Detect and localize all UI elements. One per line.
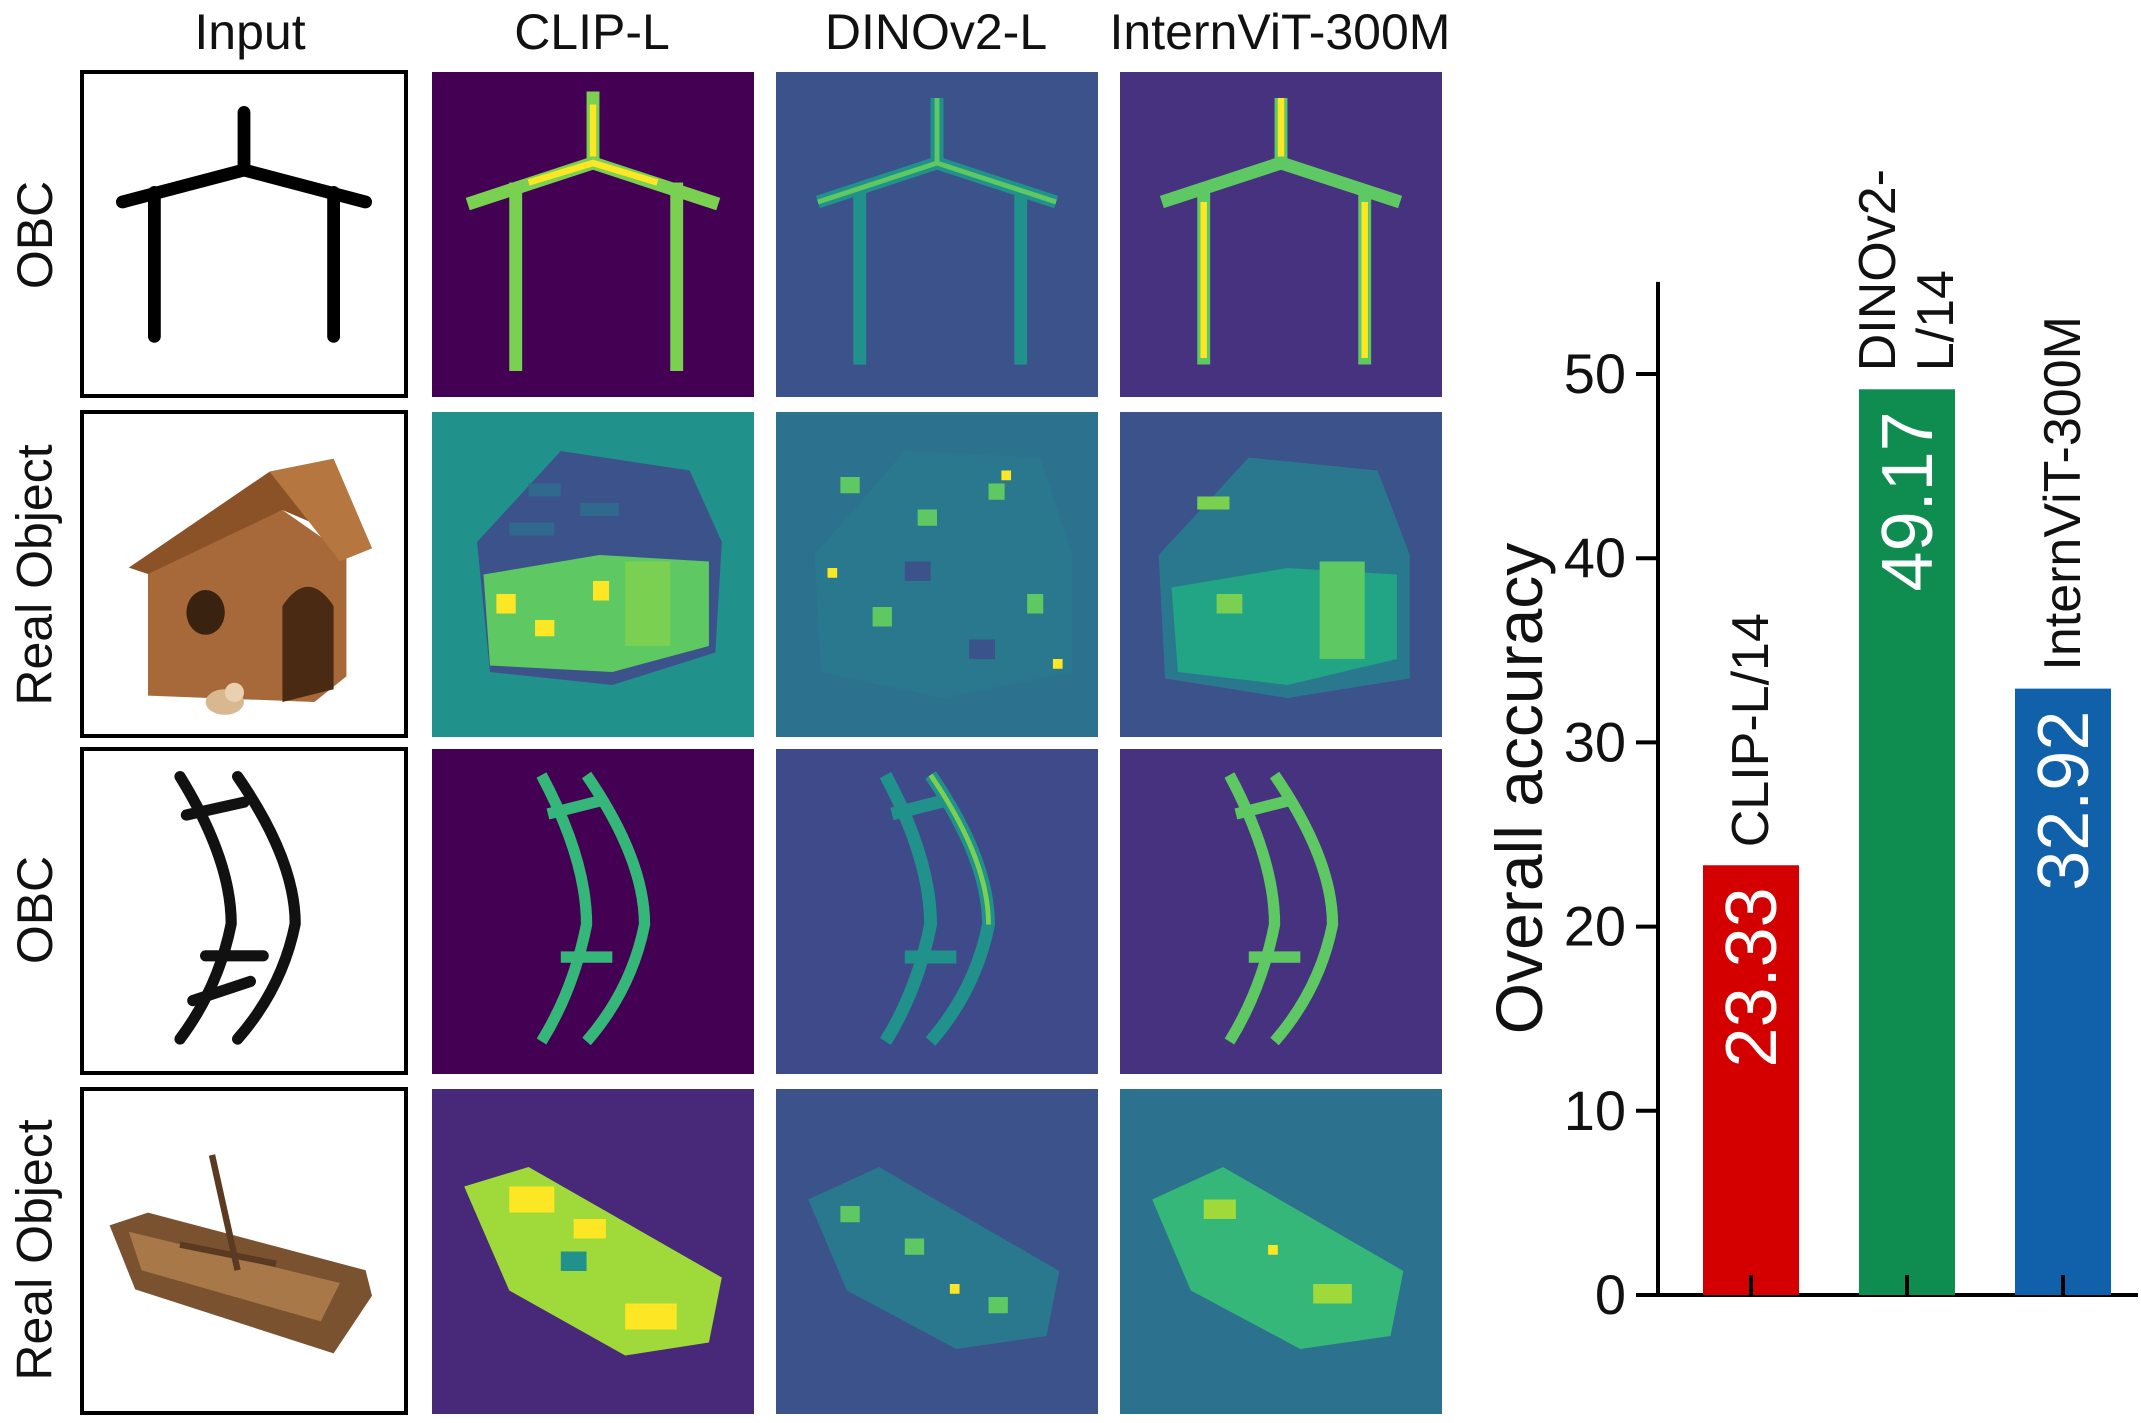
attention-map-internvit-rowboat <box>1120 1089 1442 1414</box>
attention-map-dinov2-doghouse <box>776 412 1098 737</box>
obc-house-glyph <box>116 106 372 343</box>
obc-boat-glyph <box>174 771 301 1045</box>
row-label-real-object-2: Real Object <box>0 1085 70 1415</box>
bar-clip-l-14 <box>1703 865 1799 1295</box>
attention-map-dinov2-rowboat <box>776 1089 1098 1414</box>
row-label-obc-2: OBC <box>0 745 70 1075</box>
y-tick-label-10: 10 <box>1564 1079 1626 1142</box>
row-label-real-object-1: Real Object <box>0 410 70 740</box>
input-obc-boat-image <box>80 747 408 1075</box>
attention-map-internvit-obc-house <box>1120 72 1442 397</box>
value-label-1: 49.17 <box>1868 411 1948 591</box>
value-label-0: 23.33 <box>1712 887 1792 1067</box>
y-axis-title: Overall accuracy <box>1482 543 1556 1034</box>
input-obc-house-image <box>80 70 408 398</box>
input-doghouse-image <box>80 410 408 738</box>
y-tick-label-50: 50 <box>1564 342 1626 405</box>
y-tick-label-40: 40 <box>1564 526 1626 589</box>
bar-dinov2-l-14 <box>1859 389 1955 1296</box>
attention-map-dinov2-obc-boat <box>776 749 1098 1074</box>
column-header-internvit: InternViT-300M <box>1109 4 1451 60</box>
attention-map-clip-obc-house <box>432 72 754 397</box>
doghouse-photo <box>84 414 404 734</box>
attention-map-internvit-obc-boat <box>1120 749 1442 1074</box>
bar-internvit-300m <box>2015 688 2111 1295</box>
attention-map-internvit-doghouse <box>1120 412 1442 737</box>
row-label-text: Real Object <box>7 444 64 706</box>
accuracy-bar-chart-svg: 0 10 20 30 40 50 Overall accuracy 23.33 CLIP-L/1… <box>1482 169 2138 1326</box>
row-label-text: OBC <box>7 180 64 290</box>
attention-map-dinov2-obc-house <box>776 72 1098 397</box>
category-label-1-line-0: DINOv2- <box>1849 169 1907 371</box>
row-label-text: Real Object <box>7 1119 64 1381</box>
row-label-obc-1: OBC <box>0 70 70 400</box>
row-label-text: OBC <box>7 855 64 965</box>
category-label-1-line-1: L/14 <box>1907 270 1965 371</box>
y-tick-label-20: 20 <box>1564 895 1626 958</box>
rowboat-photo <box>84 1091 404 1411</box>
category-label-0-line-0: CLIP-L/14 <box>1722 613 1780 847</box>
category-label-2-line-0: InternViT-300M <box>2034 316 2092 671</box>
column-header-dinov2: DINOv2-L <box>824 4 1048 60</box>
input-rowboat-image <box>80 1087 408 1415</box>
accuracy-bar-chart: 0 10 20 30 40 50 Overall accuracy 23.33 CLIP-L/1… <box>1430 0 2141 1423</box>
attention-map-clip-rowboat <box>432 1089 754 1414</box>
column-header-input: Input <box>194 4 306 60</box>
attention-map-clip-obc-boat <box>432 749 754 1074</box>
value-label-2: 32.92 <box>2024 711 2104 891</box>
y-tick-label-30: 30 <box>1564 710 1626 773</box>
attention-map-clip-doghouse <box>432 412 754 737</box>
y-tick-label-0: 0 <box>1595 1263 1626 1326</box>
column-header-clip: CLIP-L <box>514 4 670 60</box>
